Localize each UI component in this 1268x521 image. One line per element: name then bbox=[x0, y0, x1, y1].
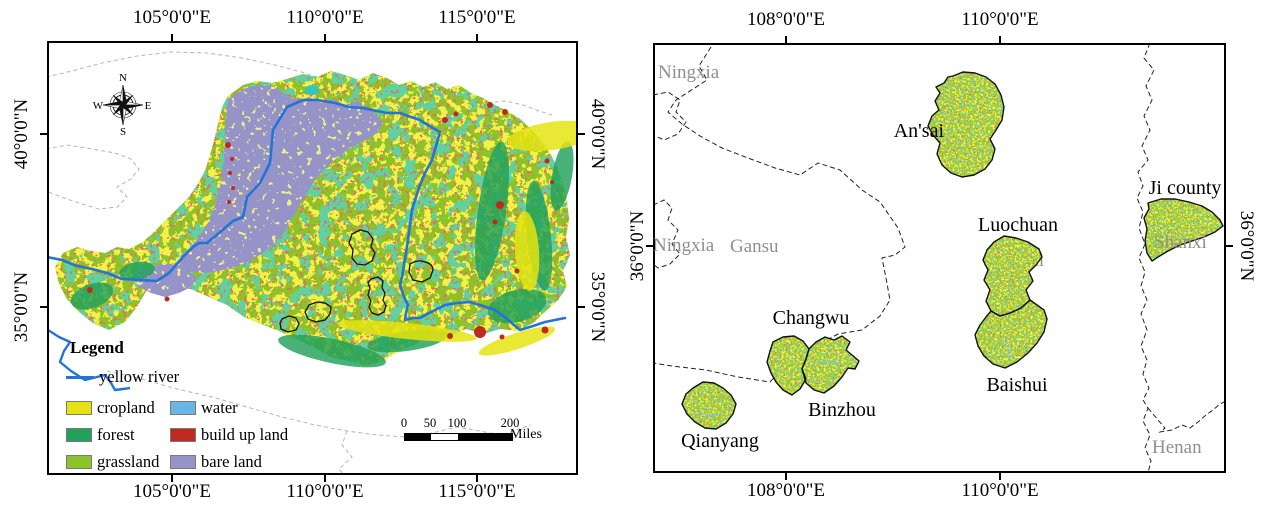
landuse-map-svg: N S W E bbox=[47, 41, 578, 475]
scale-bar-segments bbox=[404, 433, 513, 441]
province-label-shanxi: Shanxi bbox=[1154, 232, 1207, 253]
tick bbox=[476, 34, 478, 41]
tick bbox=[578, 306, 585, 308]
left-top-lon-105: 105°0'0"E bbox=[133, 7, 211, 28]
river-line-swatch bbox=[66, 375, 94, 379]
legend-title: Legend bbox=[70, 338, 124, 357]
left-bottom-lon-115: 115°0'0"E bbox=[438, 481, 516, 502]
bareland-swatch bbox=[170, 454, 196, 469]
right-top-lon-108: 108°0'0"E bbox=[747, 9, 825, 30]
scale-50: 50 bbox=[423, 416, 437, 430]
tick bbox=[785, 36, 787, 43]
tick bbox=[324, 475, 326, 482]
scale-0: 0 bbox=[400, 416, 408, 430]
tick bbox=[324, 34, 326, 41]
left-bottom-lon-110: 110°0'0"E bbox=[286, 481, 364, 502]
lake bbox=[305, 85, 319, 95]
legend-item-grassland: grassland bbox=[66, 448, 170, 475]
province-label-gansu: Gansu bbox=[730, 236, 779, 257]
tick bbox=[40, 306, 47, 308]
right-bottom-lon-110: 110°0'0"E bbox=[961, 480, 1039, 501]
counties-map-svg bbox=[653, 43, 1226, 473]
compass-n: N bbox=[119, 72, 127, 84]
left-map-frame bbox=[47, 41, 578, 475]
left-top-lon-115: 115°0'0"E bbox=[438, 7, 516, 28]
legend-river-row: yellow river bbox=[66, 366, 284, 388]
scale-100: 100 bbox=[447, 416, 467, 430]
right-lat-36-left: 36°0'0"N bbox=[627, 210, 648, 282]
cropland-swatch bbox=[66, 400, 92, 415]
legend-item-forest: forest bbox=[66, 421, 170, 448]
scale-200: 200 bbox=[500, 416, 520, 430]
tick bbox=[999, 473, 1001, 480]
legend-item-bareland: bare land bbox=[170, 448, 286, 475]
legend-item-water: water bbox=[170, 394, 286, 421]
left-top-lon-110: 110°0'0"E bbox=[286, 7, 364, 28]
tick bbox=[40, 133, 47, 135]
tick bbox=[785, 473, 787, 480]
compass-w: W bbox=[93, 100, 104, 112]
tick bbox=[171, 475, 173, 482]
legend-item-cropland: cropland bbox=[66, 394, 170, 421]
right-map-frame bbox=[653, 43, 1226, 473]
yellow-river-line bbox=[47, 98, 567, 332]
right-top-lon-110: 110°0'0"E bbox=[961, 9, 1039, 30]
county-label-binzhou: Binzhou bbox=[808, 399, 876, 421]
tick bbox=[476, 475, 478, 482]
cropland-patches bbox=[337, 120, 578, 356]
province-label-ningxia-north: Ningxia bbox=[658, 62, 720, 83]
forest-swatch bbox=[66, 427, 92, 442]
legend-items: cropland water forest build up land gras… bbox=[66, 394, 288, 475]
county-label-jicounty: Ji county bbox=[1148, 177, 1222, 199]
legend-item-buildup: build up land bbox=[170, 421, 288, 448]
compass-e: E bbox=[145, 100, 152, 112]
right-bottom-lon-108: 108°0'0"E bbox=[747, 480, 825, 501]
tick bbox=[999, 36, 1001, 43]
tick bbox=[578, 133, 585, 135]
left-lat-35-left: 35°0'0"N bbox=[11, 271, 32, 343]
county-streams bbox=[694, 340, 1010, 417]
yellow-river-upper-reach bbox=[47, 328, 131, 392]
province-label-henan: Henan bbox=[1152, 437, 1202, 458]
compass-s: S bbox=[120, 126, 126, 138]
builtup-spots bbox=[87, 102, 554, 340]
tick bbox=[1226, 245, 1233, 247]
legend: Legend yellow river cropland water fores… bbox=[64, 334, 288, 475]
county-label-qianyang: Qianyang bbox=[681, 430, 759, 452]
buildup-swatch bbox=[170, 427, 196, 442]
county-label-baishui: Baishui bbox=[986, 374, 1048, 396]
tick bbox=[171, 34, 173, 41]
left-lat-35-right: 35°0'0"N bbox=[587, 271, 608, 343]
scale-bar: 0 50 100 200 Miles bbox=[398, 416, 568, 448]
scale-unit: Miles bbox=[510, 427, 542, 442]
right-lat-36-right: 36°0'0"N bbox=[1236, 210, 1257, 282]
county-label-ansai: An'sai bbox=[893, 120, 944, 142]
water-swatch bbox=[170, 400, 196, 415]
county-label-changwu: Changwu bbox=[772, 307, 850, 329]
province-label-ningxia-south: Ningxia bbox=[653, 235, 715, 256]
legend-river-label: yellow river bbox=[99, 367, 180, 386]
tick bbox=[646, 245, 653, 247]
left-bottom-lon-105: 105°0'0"E bbox=[133, 481, 211, 502]
grassland-swatch bbox=[66, 454, 92, 469]
county-label-luochuan: Luochuan bbox=[978, 214, 1058, 236]
north-arrow-compass: N S W E bbox=[93, 72, 152, 138]
left-lat-40-right: 40°0'0"N bbox=[587, 98, 608, 170]
left-lat-40-left: 40°0'0"N bbox=[11, 98, 32, 170]
